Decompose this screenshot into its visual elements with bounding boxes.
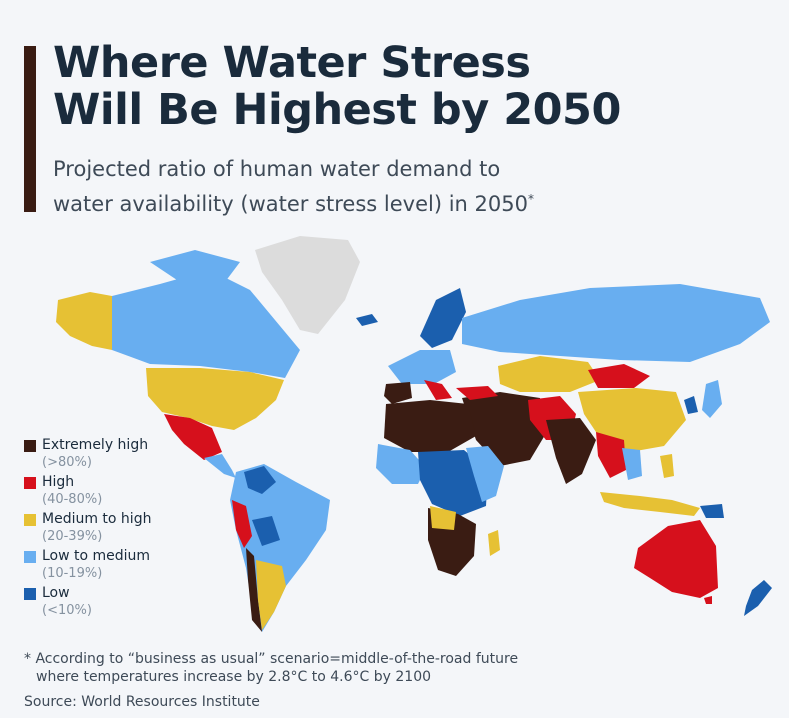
legend-item-high: High (40-80%) (24, 474, 151, 508)
region-angola-zambia (430, 506, 456, 530)
region-central-africa (418, 450, 488, 516)
legend-item-extremely-high: Extremely high (>80%) (24, 437, 151, 471)
subtitle-footnote-marker: * (527, 192, 534, 206)
footnote: * According to “business as usual” scena… (24, 650, 518, 686)
legend-label: Medium to high (42, 511, 152, 527)
region-peru (232, 500, 252, 548)
region-philippines (660, 454, 674, 478)
region-chile (246, 548, 262, 632)
legend-range: (40-80%) (42, 492, 103, 507)
legend-item-low-to-medium: Low to medium (10-19%) (24, 548, 151, 582)
region-bolivia (252, 516, 280, 546)
page-title: Where Water Stress Will Be Highest by 20… (53, 40, 621, 134)
region-indonesia (600, 492, 700, 516)
legend: Extremely high (>80%) High (40-80%) Medi… (24, 437, 151, 622)
legend-swatch-low-to-medium (24, 550, 36, 563)
title-line-1: Where Water Stress (53, 38, 531, 88)
title-line-2: Will Be Highest by 2050 (53, 85, 621, 135)
legend-item-low: Low (<10%) (24, 585, 151, 619)
legend-label: Extremely high (42, 437, 149, 453)
legend-item-medium-to-high: Medium to high (20-39%) (24, 511, 151, 545)
subtitle-line-1: Projected ratio of human water demand to (53, 157, 501, 181)
region-canada-islands (150, 250, 240, 282)
region-iberia (384, 382, 412, 404)
region-southeast-asia (596, 432, 626, 478)
region-australia (634, 520, 718, 598)
region-scandinavia (420, 288, 466, 348)
region-iceland (356, 314, 378, 326)
legend-label: Low to medium (42, 548, 151, 564)
region-korea (684, 396, 698, 414)
region-western-europe (388, 350, 456, 384)
region-venezuela (244, 466, 276, 494)
legend-range: (>80%) (42, 455, 92, 470)
legend-label: Low (42, 585, 70, 601)
region-new-zealand (744, 580, 772, 616)
legend-range: (20-39%) (42, 529, 103, 544)
footnote-line-2: where temperatures increase by 2.8°C to … (36, 669, 432, 685)
region-greenland (255, 236, 360, 334)
region-italy-greece (424, 380, 452, 400)
legend-swatch-low (24, 587, 36, 600)
region-canada (112, 270, 300, 378)
region-turkey (456, 386, 498, 400)
footnote-line-1: * According to “business as usual” scena… (24, 651, 519, 667)
region-central-america (204, 454, 236, 478)
legend-range: (10-19%) (42, 566, 103, 581)
subtitle-line-2: water availability (water stress level) … (53, 192, 528, 216)
region-north-africa (384, 400, 476, 452)
legend-swatch-high (24, 476, 36, 489)
region-madagascar (488, 530, 500, 556)
region-new-guinea (700, 504, 724, 518)
region-mexico (164, 414, 222, 460)
region-east-africa (466, 446, 504, 502)
region-india (546, 418, 596, 484)
region-south-america (230, 464, 330, 632)
region-indochina (622, 448, 642, 480)
source-credit: Source: World Resources Institute (24, 694, 260, 710)
legend-swatch-medium-to-high (24, 513, 36, 526)
region-usa (146, 368, 284, 430)
legend-swatch-extremely-high (24, 439, 36, 452)
region-argentina (256, 560, 286, 630)
subtitle: Projected ratio of human water demand to… (53, 154, 534, 219)
region-tasmania (704, 596, 712, 604)
region-west-africa (376, 444, 426, 484)
region-alaska (56, 292, 112, 350)
title-accent-bar (24, 46, 36, 212)
world-map (56, 236, 772, 632)
region-russia (462, 284, 770, 362)
region-mongolia (588, 364, 650, 388)
region-central-asia (498, 356, 600, 392)
legend-range: (<10%) (42, 603, 92, 618)
legend-label: High (42, 474, 75, 490)
region-japan (702, 380, 722, 418)
